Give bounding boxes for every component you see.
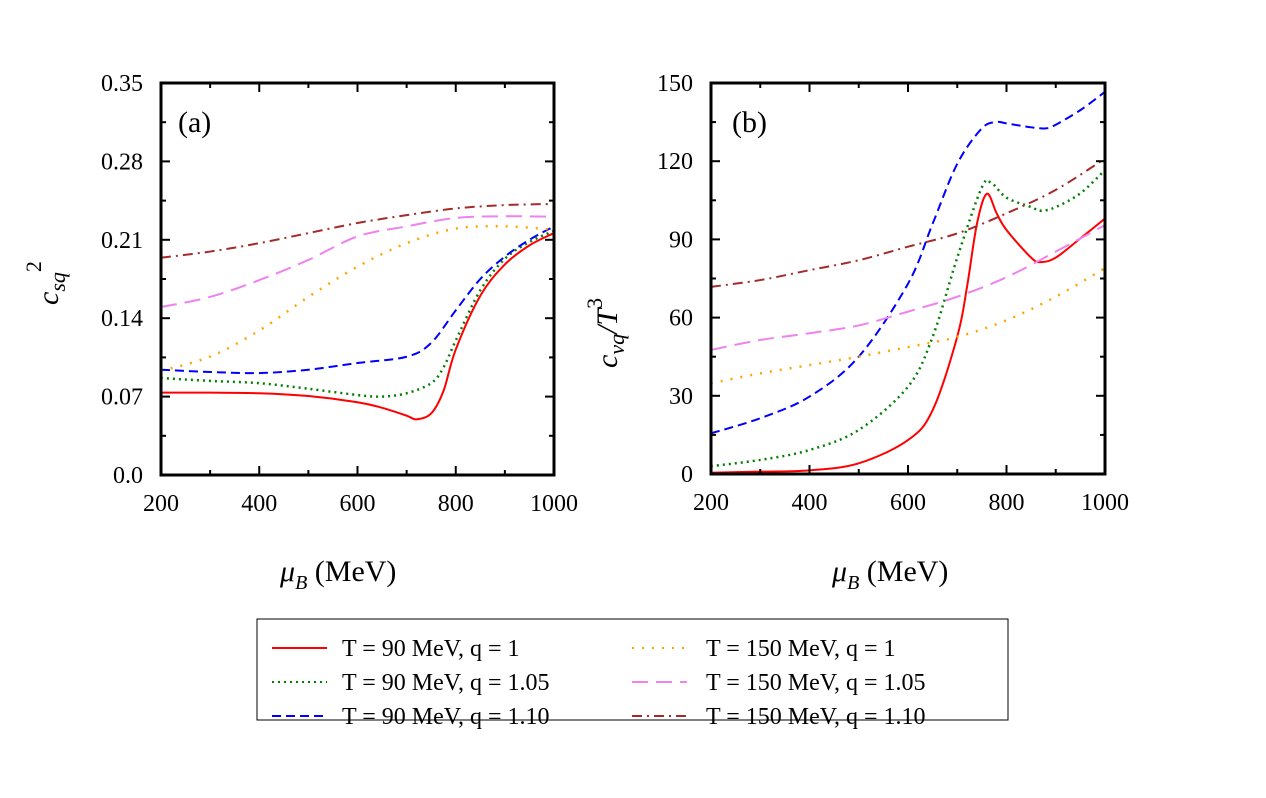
legend-label: T = 90 MeV, q = 1 (342, 636, 520, 662)
x-label-rest: (MeV) (859, 555, 948, 588)
legend-entry: T = 150 MeV, q = 1.10 (632, 704, 926, 730)
x-tick-label: 400 (792, 490, 828, 516)
legend: T = 90 MeV, q = 1 T = 90 MeV, q = 1.05 T =… (256, 618, 1009, 730)
legend-entry: T = 90 MeV, q = 1.05 (272, 670, 550, 696)
series-line-5 (710, 224, 1106, 351)
legend-label: T = 150 MeV, q = 1 (706, 636, 896, 662)
y-tick-label: 0.0 (113, 463, 143, 489)
y-tick-label: 0.28 (101, 149, 143, 175)
y-label-base: c (32, 292, 65, 305)
panel-label-a: (a) (178, 106, 211, 139)
legend-label: T = 90 MeV, q = 1.10 (342, 704, 550, 730)
y-label-mid: /T (591, 307, 624, 336)
x-label-base: μ (831, 555, 847, 588)
x-tick-label: 1000 (1081, 490, 1129, 516)
series-line-3 (710, 91, 1106, 435)
legend-label: T = 150 MeV, q = 1.05 (706, 670, 926, 696)
x-label-rest: (MeV) (307, 555, 396, 588)
x-tick-label: 800 (989, 490, 1025, 516)
legend-entry: T = 90 MeV, q = 1.10 (272, 704, 550, 730)
y-axis-label-a: csq2 (21, 261, 70, 305)
y-axis-label-b: cvq/T3 (582, 298, 629, 368)
x-tick-label: 400 (241, 491, 277, 517)
y-tick-label: 0.07 (101, 385, 143, 411)
series-line-2 (710, 169, 1106, 468)
plot-frame (159, 81, 556, 477)
legend-label: T = 90 MeV, q = 1.05 (342, 670, 550, 696)
legend-entry: T = 150 MeV, q = 1.05 (632, 670, 926, 696)
y-tick-label: 0.35 (101, 71, 143, 97)
x-tick-label: 800 (438, 491, 474, 517)
y-label-sup: 2 (21, 261, 46, 272)
series-line-5 (160, 215, 555, 308)
series-line-4 (710, 266, 1106, 385)
series-line-1 (160, 232, 555, 421)
legend-entry: T = 90 MeV, q = 1 (272, 636, 520, 662)
series-line-4 (160, 224, 555, 373)
y-tick-label: 90 (669, 227, 693, 253)
x-tick-label: 600 (890, 490, 926, 516)
x-label-sub: B (295, 572, 307, 594)
x-tick-label: 200 (143, 491, 179, 517)
y-tick-label: 60 (669, 306, 693, 332)
legend-box (256, 618, 1009, 721)
panel-a: (a) μB (MeV) csq2 200 400 600 800 1000 0.0 0.0… (21, 71, 578, 594)
x-label-base: μ (279, 555, 295, 588)
x-tick-label: 1000 (530, 491, 578, 517)
y-label-sup: 3 (582, 298, 607, 309)
panel-b: (b) μB (MeV) cvq/T3 200 400 600 800 1000 0 30 6… (582, 71, 1129, 594)
legend-label: T = 150 MeV, q = 1.10 (706, 704, 926, 730)
y-label-base: c (591, 355, 624, 368)
y-tick-label: 0 (681, 462, 693, 488)
x-axis-label-a: μB (MeV) (279, 555, 396, 594)
series-line-3 (160, 225, 555, 375)
x-tick-label: 200 (693, 490, 729, 516)
y-tick-label: 120 (657, 149, 693, 175)
y-tick-label: 0.14 (101, 306, 143, 332)
series-line-6 (710, 157, 1106, 288)
y-tick-label: 0.21 (101, 228, 143, 254)
x-axis-label-b: μB (MeV) (831, 555, 948, 594)
series-line-6 (160, 202, 555, 259)
legend-entry: T = 150 MeV, q = 1 (632, 636, 896, 662)
y-tick-label: 150 (657, 71, 693, 97)
series-line-1 (710, 192, 1106, 474)
y-label-sub: sq (45, 272, 70, 292)
x-tick-label: 600 (340, 491, 376, 517)
y-label-sub: vq (604, 334, 629, 355)
y-tick-label: 30 (669, 384, 693, 410)
panel-label-b: (b) (732, 106, 767, 139)
x-label-sub: B (847, 572, 859, 594)
series-line-2 (160, 229, 555, 398)
